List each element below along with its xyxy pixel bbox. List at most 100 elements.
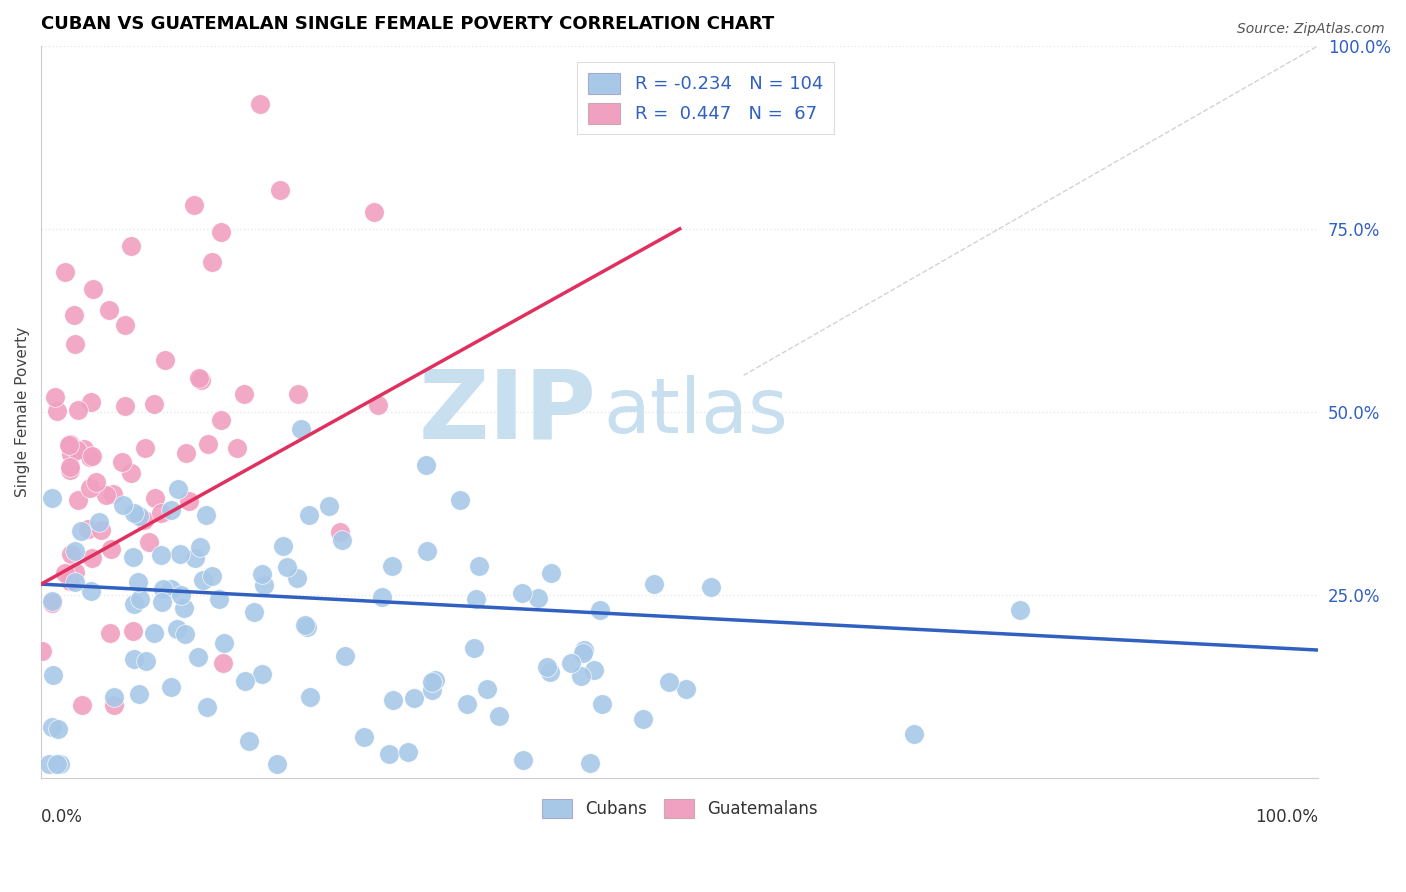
Point [173, 600, 195, 615]
Text: atlas: atlas [603, 375, 787, 449]
Point [512, 753, 534, 767]
Text: 100.0%: 100.0% [1256, 808, 1319, 826]
Point [266, 756, 288, 771]
Point [60, 447, 83, 461]
Point [209, 225, 232, 239]
Point [675, 681, 697, 696]
Point [423, 673, 446, 688]
Point [243, 605, 266, 619]
Point [298, 508, 321, 522]
Point [159, 680, 181, 694]
Point [159, 503, 181, 517]
Point [353, 731, 375, 745]
Point [195, 699, 218, 714]
Point [572, 643, 595, 657]
Point [152, 582, 174, 597]
Point [67, 403, 90, 417]
Point [124, 597, 146, 611]
Point [367, 398, 389, 412]
Point [464, 591, 486, 606]
Point [212, 636, 235, 650]
Point [187, 650, 209, 665]
Point [128, 687, 150, 701]
Point [169, 547, 191, 561]
Point [329, 525, 352, 540]
Point [475, 681, 498, 696]
Point [62, 308, 84, 322]
Point [111, 455, 134, 469]
Point [190, 373, 212, 387]
Point [183, 198, 205, 212]
Point [45, 756, 67, 771]
Point [53, 265, 76, 279]
Point [120, 467, 142, 481]
Point [122, 624, 145, 638]
Point [46, 722, 69, 736]
Point [468, 559, 491, 574]
Point [120, 238, 142, 252]
Point [540, 566, 562, 581]
Point [80, 583, 103, 598]
Point [149, 506, 172, 520]
Point [560, 657, 582, 671]
Point [38, 756, 60, 771]
Point [114, 399, 136, 413]
Point [41, 491, 63, 505]
Point [249, 97, 271, 112]
Text: Source: ZipAtlas.com: Source: ZipAtlas.com [1237, 22, 1385, 37]
Point [285, 571, 308, 585]
Point [420, 674, 443, 689]
Point [294, 618, 316, 632]
Point [86, 475, 108, 489]
Point [363, 205, 385, 219]
Text: CUBAN VS GUATEMALAN SINGLE FEMALE POVERTY CORRELATION CHART: CUBAN VS GUATEMALAN SINGLE FEMALE POVERT… [41, 15, 775, 33]
Point [128, 508, 150, 523]
Point [59, 463, 82, 477]
Point [643, 577, 665, 591]
Point [100, 541, 122, 556]
Point [98, 625, 121, 640]
Point [63, 565, 86, 579]
Point [60, 547, 83, 561]
Point [415, 543, 437, 558]
Point [404, 690, 426, 705]
Point [176, 446, 198, 460]
Point [143, 491, 166, 505]
Point [271, 539, 294, 553]
Point [80, 394, 103, 409]
Point [73, 442, 96, 456]
Point [318, 499, 340, 513]
Point [583, 663, 606, 677]
Point [103, 690, 125, 704]
Point [79, 450, 101, 464]
Text: ZIP: ZIP [419, 366, 596, 458]
Point [396, 745, 419, 759]
Point [70, 524, 93, 538]
Point [233, 673, 256, 688]
Point [253, 578, 276, 592]
Point [174, 627, 197, 641]
Point [208, 591, 231, 606]
Point [371, 590, 394, 604]
Point [631, 712, 654, 726]
Point [290, 422, 312, 436]
Point [287, 386, 309, 401]
Point [87, 515, 110, 529]
Point [124, 651, 146, 665]
Point [381, 693, 404, 707]
Point [134, 441, 156, 455]
Point [135, 655, 157, 669]
Point [59, 574, 82, 588]
Point [295, 620, 318, 634]
Y-axis label: Single Female Poverty: Single Female Poverty [15, 326, 30, 497]
Point [330, 533, 353, 548]
Point [53, 566, 76, 580]
Point [449, 492, 471, 507]
Point [591, 697, 613, 711]
Point [103, 698, 125, 712]
Point [41, 596, 63, 610]
Point [65, 443, 87, 458]
Point [536, 660, 558, 674]
Point [160, 582, 183, 596]
Point [155, 352, 177, 367]
